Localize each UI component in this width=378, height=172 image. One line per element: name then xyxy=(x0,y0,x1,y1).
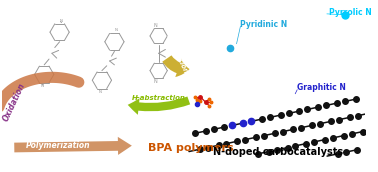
Text: N: N xyxy=(41,84,44,88)
FancyArrowPatch shape xyxy=(128,96,190,115)
Text: Pyrrolic N: Pyrrolic N xyxy=(329,8,372,17)
Text: BPA polymers: BPA polymers xyxy=(148,143,234,153)
Text: N-doped carbocatalysts: N-doped carbocatalysts xyxy=(213,147,343,157)
Text: N: N xyxy=(154,23,158,28)
Text: Graphitic N: Graphitic N xyxy=(297,83,346,92)
Text: Pyridinic N: Pyridinic N xyxy=(240,20,288,29)
Text: N: N xyxy=(99,90,102,94)
Text: Oxidation: Oxidation xyxy=(2,82,27,123)
FancyArrowPatch shape xyxy=(162,55,190,77)
FancyArrowPatch shape xyxy=(14,137,132,155)
Text: N: N xyxy=(115,28,118,32)
Text: Polymerization: Polymerization xyxy=(25,141,90,150)
Text: N: N xyxy=(60,19,63,23)
Text: Adsorption: Adsorption xyxy=(165,33,189,74)
Text: N: N xyxy=(154,79,158,84)
Text: H-abstraction: H-abstraction xyxy=(132,95,186,101)
